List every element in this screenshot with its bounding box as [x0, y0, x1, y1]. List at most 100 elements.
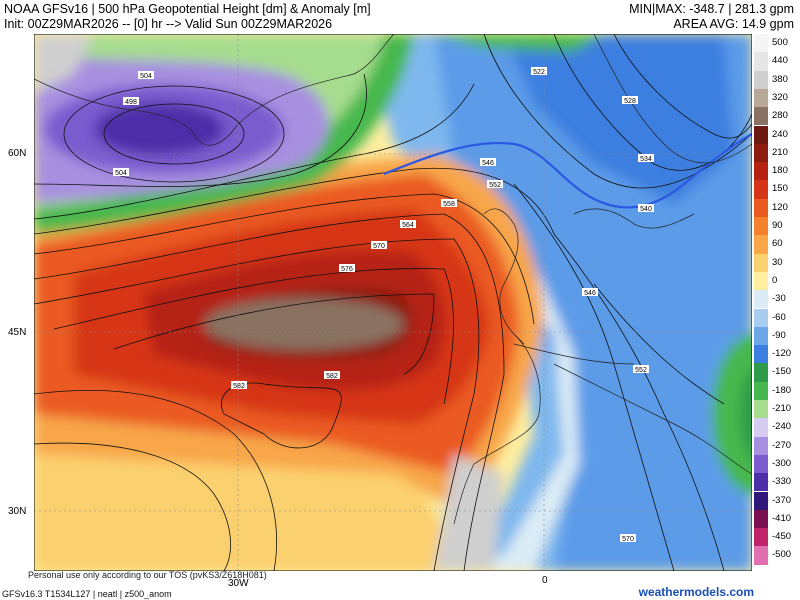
tos-notice: Personal use only according to our TOS (… — [28, 570, 267, 580]
legend-swatch — [754, 363, 768, 382]
contour-label: 558 — [443, 201, 455, 208]
legend-entry: 210 — [754, 143, 798, 163]
legend-swatch — [754, 326, 768, 346]
legend-entry: 180 — [754, 162, 798, 181]
area-avg-readout: AREA AVG: 14.9 gpm — [673, 17, 794, 31]
chart-title-block: NOAA GFSv16 | 500 hPa Geopotential Heigh… — [4, 2, 371, 32]
legend-entry: -370 — [754, 491, 798, 510]
color-legend: 500 440 380 320 280 240 210 180 150 120 90 60 30 0 -30… — [754, 34, 798, 584]
contour-label: 546 — [584, 290, 596, 297]
legend-label: 120 — [772, 201, 788, 213]
legend-swatch — [754, 271, 768, 291]
legend-label: 380 — [772, 73, 788, 85]
minmax-readout: MIN|MAX: -348.7 | 281.3 gpm — [629, 2, 794, 16]
legend-swatch — [754, 34, 768, 53]
legend-label: -270 — [772, 439, 792, 451]
legend-swatch — [754, 546, 768, 565]
legend-label: 440 — [772, 55, 788, 67]
legend-entry: 60 — [754, 235, 798, 254]
legend-entry: -330 — [754, 473, 798, 492]
legend-entry: 320 — [754, 88, 798, 108]
legend-label: 90 — [772, 220, 783, 231]
contour-label: 504 — [115, 170, 127, 177]
legend-swatch — [754, 308, 768, 327]
contour-label: 540 — [640, 206, 652, 213]
contour-label: 582 — [326, 373, 338, 380]
legend-entry: -410 — [754, 509, 798, 529]
legend-label: 280 — [772, 110, 788, 122]
legend-swatch — [754, 107, 768, 126]
legend-entry: -500 — [754, 546, 798, 565]
legend-swatch — [754, 454, 768, 474]
legend-swatch — [754, 180, 768, 199]
legend-swatch — [754, 290, 768, 309]
legend-entry: -450 — [754, 528, 798, 547]
chart-init-valid: Init: 00Z29MAR2026 -- [0] hr --> Valid S… — [4, 17, 333, 31]
legend-entry: -30 — [754, 290, 798, 309]
contour-552-highlight — [383, 133, 752, 209]
legend-entry: -180 — [754, 381, 798, 400]
contour-label: 552 — [489, 182, 501, 189]
contour-label: 528 — [624, 98, 636, 105]
contour-label: 498 — [125, 99, 137, 106]
legend-label: -410 — [772, 512, 792, 524]
legend-swatch — [754, 528, 768, 547]
legend-swatch — [754, 88, 768, 108]
legend-swatch — [754, 162, 768, 181]
legend-label: -30 — [772, 293, 786, 305]
legend-entry: -120 — [754, 345, 798, 364]
legend-entry: 90 — [754, 217, 798, 236]
legend-entry: -300 — [754, 454, 798, 474]
contour-label: 552 — [635, 367, 647, 374]
legend-entry: -60 — [754, 308, 798, 327]
contour-label: 570 — [373, 243, 385, 250]
lat-label: 45N — [8, 327, 27, 338]
legend-label: 180 — [772, 165, 788, 177]
legend-label: 60 — [772, 238, 783, 250]
legend-swatch — [754, 400, 768, 419]
legend-swatch — [754, 217, 768, 236]
legend-swatch — [754, 381, 768, 400]
legend-swatch — [754, 436, 768, 455]
legend-label: 150 — [772, 183, 788, 195]
legend-label: -150 — [772, 366, 792, 378]
legend-swatch — [754, 253, 768, 272]
legend-label: 0 — [772, 274, 778, 286]
legend-entry: 380 — [754, 70, 798, 89]
map-svg: 504 498 504 522 528 534 540 546 546 552 … — [34, 34, 752, 571]
legend-swatch — [754, 345, 768, 364]
legend-label: -240 — [772, 421, 792, 433]
legend-swatch — [754, 491, 768, 510]
contour-label: 504 — [140, 73, 152, 80]
contour-label: 576 — [341, 266, 353, 273]
contour-label: 582 — [233, 383, 245, 390]
legend-label: -180 — [772, 384, 792, 396]
legend-entry: 30 — [754, 253, 798, 272]
legend-swatch — [754, 125, 768, 144]
contour-label: 546 — [482, 160, 494, 167]
legend-entry: 0 — [754, 271, 798, 291]
lat-label: 60N — [8, 148, 27, 159]
legend-entry: 500 — [754, 34, 798, 53]
legend-label: -330 — [772, 476, 792, 488]
contour-labels: 504 498 504 522 528 534 540 546 546 552 … — [113, 67, 654, 543]
legend-entry: -240 — [754, 418, 798, 437]
contour-label: 534 — [640, 156, 652, 163]
legend-label: -370 — [772, 494, 792, 506]
anomaly-field — [34, 34, 752, 571]
legend-label: 500 — [772, 37, 788, 48]
legend-swatch — [754, 143, 768, 163]
legend-label: 240 — [772, 128, 788, 140]
brand-link[interactable]: weathermodels.com — [638, 585, 754, 599]
legend-label: -450 — [772, 531, 792, 543]
anomaly-map: 504 498 504 522 528 534 540 546 546 552 … — [34, 34, 752, 571]
legend-label: 30 — [772, 256, 783, 268]
legend-entry: 240 — [754, 125, 798, 144]
legend-label: -120 — [772, 348, 792, 360]
height-contours — [34, 34, 752, 571]
contour-label: 522 — [533, 69, 545, 76]
legend-entry: 280 — [754, 107, 798, 126]
legend-swatch — [754, 235, 768, 254]
lon-label: 30W — [228, 578, 249, 589]
legend-label: 210 — [772, 146, 788, 158]
